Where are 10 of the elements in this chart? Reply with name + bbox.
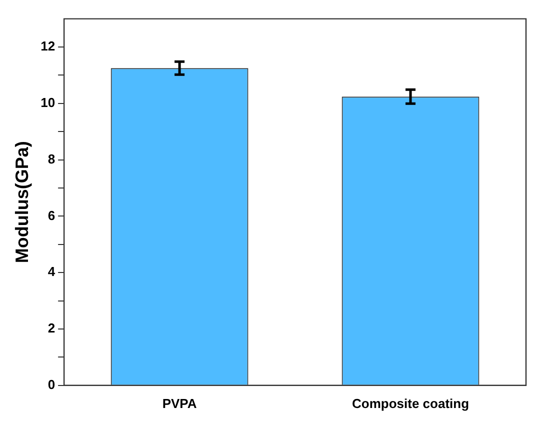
y-tick-label: 4: [48, 264, 56, 280]
y-axis-title: Modulus(GPa): [12, 141, 32, 264]
y-tick-label: 12: [40, 38, 56, 54]
y-tick-label: 2: [48, 320, 56, 336]
y-tick-label: 0: [48, 376, 56, 392]
y-tick-label: 6: [48, 208, 56, 223]
y-tick-label: 10: [40, 94, 56, 110]
x-tick-label: Composite coating: [352, 396, 470, 411]
y-tick-label: 8: [48, 151, 56, 166]
x-tick-label: PVPA: [162, 396, 198, 411]
